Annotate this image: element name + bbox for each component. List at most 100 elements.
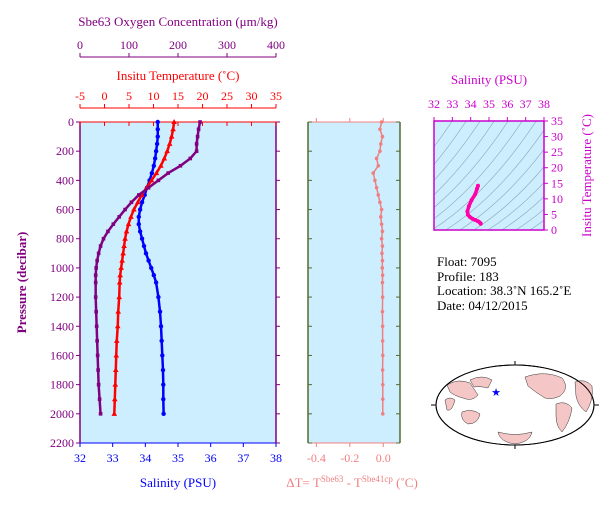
temperature-point: [158, 162, 164, 168]
land-asia: [446, 380, 479, 400]
oxygen-point: [123, 207, 127, 212]
salinity-point: [161, 397, 166, 402]
ts-salinity-tick-label: 37: [520, 97, 532, 111]
isopycnal-curve: [434, 121, 509, 208]
temperature-axis-title: Insitu Temperature (˚C): [116, 68, 239, 83]
delta-point: [378, 215, 383, 219]
temperature-point: [153, 170, 160, 176]
salinity-point: [159, 338, 164, 344]
oxygen-point: [96, 382, 101, 387]
isopycnal-curve: [515, 208, 544, 230]
world-map: ★: [431, 361, 599, 449]
ts-point: [469, 198, 474, 203]
delta-point: [378, 142, 383, 146]
delta-point: [379, 207, 384, 212]
ts-temperature-tick-label: 10: [551, 192, 563, 206]
salinity-tick-label: 36: [205, 451, 217, 465]
float-location-marker: ★: [491, 387, 501, 399]
salinity-tick-label: 38: [270, 451, 282, 465]
ts-salinity-tick-label: 32: [428, 97, 440, 111]
temperature-point: [161, 155, 168, 161]
pressure-tick-label: 400: [56, 173, 74, 187]
salinity-point: [137, 229, 143, 234]
ts-temperature-tick-label: 30: [551, 130, 563, 144]
oxygen-point: [95, 339, 99, 343]
oxygen-point: [93, 273, 98, 278]
salinity-point: [156, 294, 161, 300]
oxygen-point: [98, 412, 103, 416]
oxygen-point: [93, 295, 98, 299]
salinity-point: [153, 280, 159, 285]
delta-point: [376, 163, 381, 168]
oxygen-tick-label: 100: [120, 38, 138, 52]
land-south-america: [555, 402, 573, 433]
temperature-point: [121, 243, 127, 249]
salinity-point: [161, 382, 166, 387]
temperature-point: [114, 323, 121, 329]
oxygen-point: [95, 258, 99, 263]
temperature-point: [166, 140, 173, 146]
salinity-point: [136, 214, 141, 220]
pressure-tick-label: 0: [68, 115, 74, 129]
pressure-tick-label: 2200: [50, 436, 74, 450]
pressure-axis-title: Pressure (decibar): [14, 232, 29, 334]
land-siberia: [469, 376, 493, 389]
isopycnal-curve: [459, 148, 544, 230]
salinity-point: [161, 411, 166, 417]
oxygen-point: [137, 193, 141, 197]
temperature-tick-label: -5: [75, 89, 85, 103]
isopycnal-curve: [434, 121, 523, 220]
ts-point: [478, 221, 483, 226]
salinity-point: [160, 353, 165, 358]
salinity-point: [137, 207, 143, 212]
ts-salinity-tick-label: 33: [446, 97, 458, 111]
temperature-point: [117, 272, 123, 278]
salinity-tick-label: 34: [139, 451, 151, 465]
delta-point: [380, 273, 385, 278]
salinity-tick-label: 37: [237, 451, 249, 465]
salinity-point: [155, 134, 160, 139]
oxygen-point: [166, 171, 170, 175]
delta-point: [379, 222, 384, 226]
land-north-america: [524, 373, 566, 399]
delta-point: [380, 324, 385, 329]
float-id: Float: 7095: [437, 254, 497, 269]
salinity-tick-label: 35: [172, 451, 184, 465]
salinity-point: [143, 251, 149, 256]
isopycnal-curve: [434, 121, 495, 196]
salinity-point: [141, 243, 147, 249]
temperature-tick-label: 0: [102, 89, 108, 103]
oxygen-point: [196, 127, 201, 132]
isopycnal-curve: [501, 196, 544, 230]
salinity-point: [136, 221, 141, 227]
pressure-tick-label: 200: [56, 144, 74, 158]
delta-point: [374, 185, 379, 190]
float-info: Float: 7095 Profile: 183 Location: 38.3˚…: [437, 254, 571, 313]
salinity-point: [149, 265, 154, 271]
oxygen-point: [96, 251, 101, 256]
delta-tick-label: 0.0: [376, 451, 391, 465]
ts-point: [475, 186, 480, 191]
salinity-tick-label: 33: [107, 451, 119, 465]
salinity-axis-title: Salinity (PSU): [140, 475, 216, 490]
ts-salinity-axis-title: Salinity (PSU): [451, 72, 527, 87]
ts-temperature-tick-label: 15: [551, 176, 563, 190]
delta-point: [380, 368, 385, 372]
temperature-tick-label: 30: [246, 89, 258, 103]
temperature-tick-label: 5: [126, 89, 132, 103]
delta-point: [376, 193, 381, 197]
delta-point: [373, 178, 377, 183]
delta-point: [380, 397, 385, 402]
temperature-tick-label: 10: [148, 89, 160, 103]
temperature-point: [112, 367, 119, 373]
land-europe-africa: [574, 380, 593, 413]
ts-temperature-tick-label: 0: [551, 223, 557, 237]
temperature-point: [148, 177, 155, 183]
isopycnal-curve: [529, 219, 544, 230]
oxygen-point: [97, 397, 102, 402]
ts-temperature-axis-title: Insitu Temperature (˚C): [579, 114, 594, 237]
temperature-point: [135, 199, 141, 205]
delta-point: [371, 171, 376, 175]
delta-t-panel: -0.4 -0.2 0.0 ΔT= TSbe63 - TSbe41cp (˚C): [286, 118, 418, 490]
temperature-point: [113, 337, 120, 343]
